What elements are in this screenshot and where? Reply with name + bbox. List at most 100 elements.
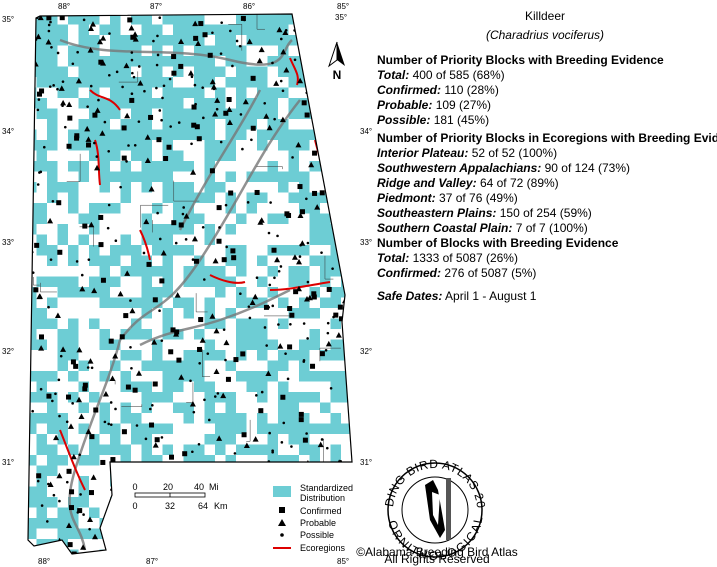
county-line	[195, 293, 208, 313]
probable	[87, 516, 94, 523]
block	[162, 308, 173, 319]
block	[110, 507, 121, 518]
block	[162, 182, 173, 193]
county-line	[256, 166, 283, 170]
confirmed	[108, 338, 114, 344]
possible	[51, 199, 55, 203]
block	[257, 140, 268, 151]
block	[236, 339, 247, 350]
block	[110, 339, 121, 350]
block	[204, 24, 215, 35]
confirmed	[46, 393, 52, 399]
block	[57, 287, 68, 298]
block	[330, 423, 341, 434]
block	[236, 98, 247, 109]
block	[204, 528, 215, 539]
possible	[114, 239, 118, 243]
block	[120, 98, 131, 109]
lat-label: 35°	[2, 15, 14, 24]
block	[236, 329, 247, 340]
county-line	[40, 282, 57, 293]
legend-label: Ecoregions	[300, 543, 346, 553]
block	[120, 455, 131, 466]
block	[89, 129, 100, 140]
probable	[192, 20, 199, 27]
block	[225, 108, 236, 119]
confirmed	[38, 334, 44, 340]
probable	[226, 119, 233, 125]
block	[288, 140, 299, 151]
block	[141, 119, 152, 130]
block	[120, 402, 131, 413]
possible	[152, 39, 155, 43]
block	[215, 392, 226, 403]
probable	[67, 423, 74, 429]
block	[341, 465, 352, 476]
block	[236, 255, 247, 266]
block	[194, 276, 205, 287]
possible	[95, 155, 99, 158]
possible	[47, 29, 51, 33]
block	[183, 14, 194, 25]
block	[162, 444, 173, 455]
block	[36, 245, 47, 256]
block	[152, 266, 163, 277]
confirmed	[178, 63, 184, 69]
possible	[271, 450, 274, 454]
possible	[339, 262, 343, 265]
block	[320, 234, 331, 245]
possible	[49, 20, 52, 24]
scale-label: 20	[163, 482, 173, 492]
block	[57, 518, 68, 529]
block	[131, 329, 142, 340]
confirmed	[123, 505, 129, 511]
block	[278, 360, 289, 371]
confirmed	[36, 473, 42, 479]
confirmed	[39, 88, 45, 94]
block	[36, 276, 47, 287]
block	[57, 528, 68, 539]
block	[299, 129, 310, 140]
possible	[206, 352, 210, 355]
river	[119, 99, 301, 341]
block	[267, 266, 278, 277]
block	[141, 77, 152, 88]
probable	[223, 339, 230, 346]
block	[99, 161, 110, 172]
block	[110, 77, 121, 88]
block	[299, 276, 310, 287]
block	[141, 35, 152, 46]
block	[36, 486, 47, 497]
possible	[78, 453, 81, 457]
block	[89, 35, 100, 46]
block	[110, 56, 121, 67]
block	[299, 392, 310, 403]
block	[236, 77, 247, 88]
confirmed	[228, 190, 234, 196]
block	[330, 444, 341, 455]
legend-label: Distribution	[300, 493, 345, 503]
confirmed	[69, 505, 75, 511]
block	[267, 35, 278, 46]
confirmed	[169, 454, 175, 460]
confirmed	[197, 346, 203, 352]
block	[204, 297, 215, 308]
stat-label: Possible:	[377, 113, 430, 127]
block	[78, 129, 89, 140]
block	[215, 350, 226, 361]
block	[183, 161, 194, 172]
block	[99, 297, 110, 308]
confirmed	[178, 222, 184, 228]
block	[320, 255, 331, 266]
block	[257, 486, 268, 497]
block	[110, 434, 121, 445]
block	[194, 455, 205, 466]
block	[246, 549, 257, 554]
confirmed	[119, 334, 125, 340]
block	[120, 497, 131, 508]
confirmed	[198, 317, 204, 323]
block	[288, 77, 299, 88]
block	[89, 392, 100, 403]
possible	[46, 520, 49, 523]
county-line	[319, 347, 341, 362]
